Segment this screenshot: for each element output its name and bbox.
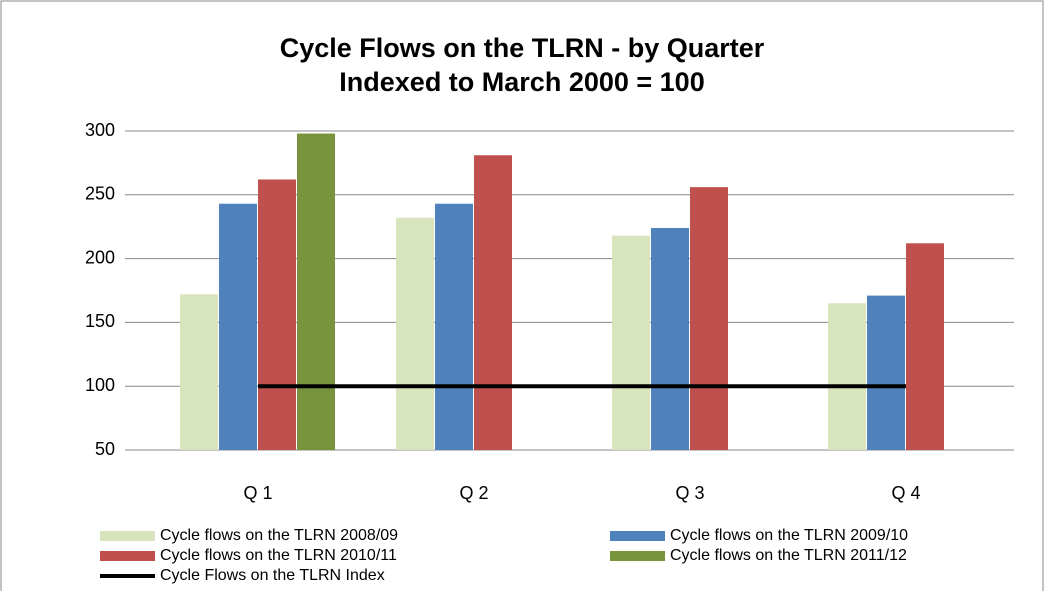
x-tick-label: Q 2 bbox=[459, 483, 488, 503]
bar bbox=[828, 303, 866, 450]
legend-swatch bbox=[100, 551, 155, 561]
bar bbox=[867, 295, 905, 450]
y-tick-label: 50 bbox=[95, 439, 115, 459]
bar bbox=[297, 133, 335, 450]
legend-swatch bbox=[100, 531, 155, 541]
legend-swatch bbox=[610, 551, 665, 561]
bar bbox=[219, 203, 257, 450]
legend: Cycle flows on the TLRN 2008/09 Cycle flo… bbox=[100, 527, 908, 584]
x-tick-label: Q 1 bbox=[243, 483, 272, 503]
y-tick-label: 200 bbox=[85, 247, 115, 267]
x-tick-label: Q 3 bbox=[675, 483, 704, 503]
legend-label: Cycle flows on the TLRN 2011/12 bbox=[670, 547, 907, 564]
bar bbox=[435, 203, 473, 450]
x-tick-label: Q 4 bbox=[891, 483, 920, 503]
bar bbox=[906, 243, 944, 450]
y-tick-label: 300 bbox=[85, 120, 115, 140]
bar bbox=[651, 227, 689, 450]
legend-label: Cycle flows on the TLRN 2010/11 bbox=[160, 547, 397, 564]
y-tick-label: 100 bbox=[85, 375, 115, 395]
legend-label: Cycle flows on the TLRN 2009/10 bbox=[670, 527, 908, 544]
bar bbox=[690, 187, 728, 451]
bar bbox=[396, 217, 434, 450]
legend-swatch bbox=[610, 531, 665, 541]
legend-label: Cycle Flows on the TLRN Index bbox=[160, 567, 385, 584]
bar bbox=[180, 294, 218, 450]
bar bbox=[474, 155, 512, 450]
chart-title: Cycle Flows on the TLRN - by Quarter bbox=[280, 33, 765, 63]
chart-title: Indexed to March 2000 = 100 bbox=[339, 67, 704, 97]
legend-label: Cycle flows on the TLRN 2008/09 bbox=[160, 527, 398, 544]
bar bbox=[258, 179, 296, 450]
y-tick-label: 150 bbox=[85, 311, 115, 331]
bar bbox=[612, 235, 650, 450]
y-tick-label: 250 bbox=[85, 184, 115, 204]
